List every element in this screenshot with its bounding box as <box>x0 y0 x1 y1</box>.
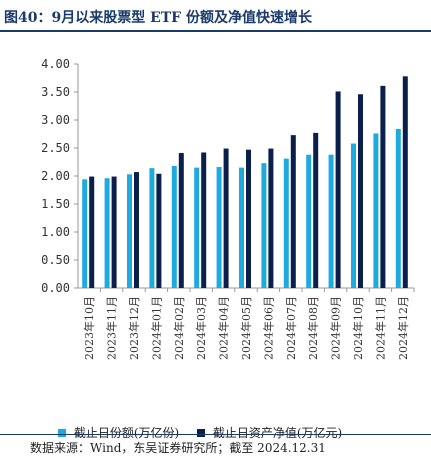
y-tick-label: 1.50 <box>41 197 70 211</box>
x-tick-label: 2024年12月 <box>396 296 410 360</box>
legend-label-nav: 截止日资产净值(万亿元) <box>212 426 343 440</box>
legend-label-shares: 截止日份额(万亿份) <box>73 426 180 440</box>
x-tick-label: 2024年11月 <box>373 296 387 360</box>
bar-nav <box>268 148 274 288</box>
y-tick-label: 4.00 <box>41 57 70 71</box>
y-tick-label: 0.00 <box>41 281 70 295</box>
x-tick-label: 2024年06月 <box>261 296 275 360</box>
figure-title: 图40：9月以来股票型 ETF 份额及净值快速增长 <box>4 10 312 26</box>
bar-nav <box>358 94 363 288</box>
x-tick-label: 2024年03月 <box>194 296 208 360</box>
bar-shares <box>104 178 110 288</box>
bar-shares <box>216 167 222 288</box>
bar-nav <box>402 76 408 288</box>
x-tick-label: 2023年12月 <box>127 296 141 360</box>
x-tick-label: 2023年11月 <box>105 296 119 360</box>
bar-nav <box>246 149 251 288</box>
source-divider <box>0 434 431 435</box>
bar-nav <box>178 153 184 288</box>
title-divider <box>0 30 431 32</box>
x-tick-label: 2024年01月 <box>149 296 163 360</box>
bar-shares <box>261 163 267 288</box>
x-tick-label: 2024年09月 <box>329 296 343 360</box>
bar-nav <box>134 172 139 288</box>
bar-shares <box>194 167 200 288</box>
bar-nav <box>201 152 207 288</box>
bar-shares <box>127 174 132 288</box>
bar-shares <box>328 154 334 288</box>
chart-legend: 截止日份额(万亿份) 截止日资产净值(万亿元) <box>58 424 356 444</box>
x-tick-label: 2024年08月 <box>306 296 320 360</box>
source-note: 数据来源：Wind，东吴证券研究所；截至 2024.12.31 <box>30 441 326 455</box>
legend-swatch-shares <box>58 428 66 437</box>
x-tick-label: 2024年05月 <box>239 296 253 360</box>
x-tick-label: 2024年10月 <box>351 296 365 360</box>
chart-area: 0.00 0.50 1.00 1.50 2.00 2.50 3.00 3.50 4.00 2023… <box>0 32 431 440</box>
bar-shares <box>373 133 379 288</box>
bar-shares <box>351 143 356 288</box>
bar-chart: 0.00 0.50 1.00 1.50 2.00 2.50 3.00 3.50 4.00 2023… <box>41 57 415 360</box>
legend-item-nav: 截止日资产净值(万亿元) <box>197 424 342 441</box>
x-tick-label: 2023年10月 <box>82 296 96 360</box>
legend-item-shares: 截止日份额(万亿份) <box>58 424 179 441</box>
legend-swatch-nav <box>197 428 206 437</box>
bar-shares <box>149 168 155 288</box>
bar-nav <box>380 85 386 288</box>
bar-nav <box>335 91 341 288</box>
bar-nav <box>223 148 229 288</box>
bar-shares <box>171 165 177 288</box>
y-tick-label: 3.50 <box>41 85 70 99</box>
bar-shares <box>306 154 312 288</box>
y-tick-label: 1.00 <box>41 225 70 239</box>
bar-shares <box>82 179 88 288</box>
x-tick-label: 2024年04月 <box>217 296 231 360</box>
bar-shares <box>239 167 244 288</box>
y-tick-label: 2.00 <box>41 169 70 183</box>
bar-nav <box>313 132 319 288</box>
y-tick-label: 2.50 <box>41 141 70 155</box>
bar-shares <box>283 158 289 288</box>
y-tick-label: 0.50 <box>41 253 70 267</box>
figure-title-bar: 图40：9月以来股票型 ETF 份额及净值快速增长 <box>0 0 431 32</box>
x-tick-label: 2024年02月 <box>172 296 186 360</box>
bar-nav <box>156 173 162 288</box>
bar-shares <box>395 128 401 288</box>
x-tick-label: 2024年07月 <box>284 296 298 360</box>
y-tick-label: 3.00 <box>41 113 70 127</box>
bar-nav <box>111 176 117 288</box>
bar-nav <box>290 135 296 288</box>
bar-nav <box>89 176 95 288</box>
